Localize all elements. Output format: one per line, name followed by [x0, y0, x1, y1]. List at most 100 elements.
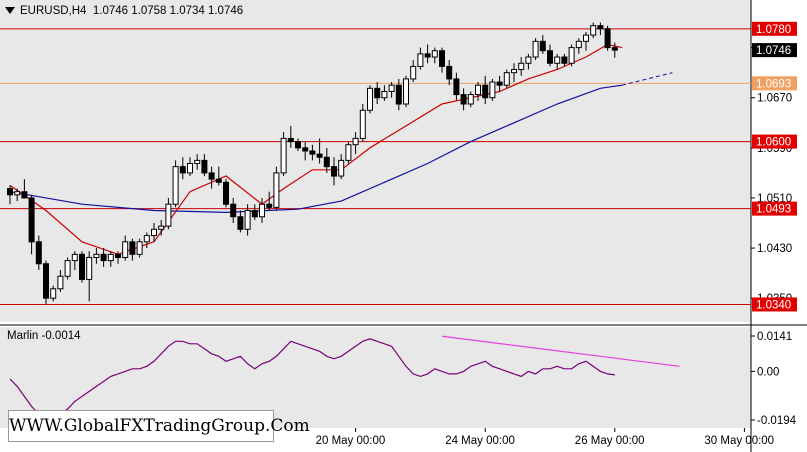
- candle-bull: [503, 72, 510, 86]
- level-lines: [0, 28, 751, 305]
- dropdown-triangle-icon[interactable]: [5, 7, 15, 15]
- candle-bull: [568, 47, 575, 64]
- candle-bull: [107, 253, 114, 262]
- candle-bull: [345, 144, 352, 161]
- level-label: 1.0780: [756, 24, 791, 36]
- candle-bull: [467, 94, 474, 105]
- candle-bull: [575, 40, 582, 49]
- osc-tick-label: -0.0194: [757, 415, 797, 427]
- candle-bear: [295, 141, 301, 149]
- candle-bull: [151, 228, 157, 237]
- candle-bear: [208, 172, 215, 180]
- divergence-line: [441, 335, 680, 367]
- candle-bull: [403, 78, 409, 105]
- candle-bear: [201, 159, 208, 174]
- price-tick-label: 1.0670: [757, 93, 792, 105]
- candle-bull: [359, 109, 366, 139]
- price-axis: 1.03501.04301.05101.05901.06701.07501.07…: [751, 21, 797, 312]
- candle-bear: [129, 241, 136, 255]
- slow-ma-projection: [621, 72, 673, 86]
- candle-bull: [194, 159, 201, 165]
- main-plot-bg: [0, 0, 751, 322]
- candle-bull: [93, 253, 100, 258]
- candle-bear: [597, 25, 604, 30]
- candle-bear: [266, 203, 273, 208]
- slow-ma-line: [9, 84, 623, 214]
- indicator-label: Marlin -0.0014: [7, 330, 81, 342]
- candle-bull: [280, 137, 287, 174]
- candle-bear: [561, 56, 568, 64]
- candle-bear: [43, 263, 49, 299]
- candle-bear: [28, 197, 35, 243]
- candle-bull: [352, 137, 359, 146]
- candle-bull: [122, 241, 129, 258]
- candle-bear: [453, 78, 460, 96]
- candle-bull: [525, 56, 532, 64]
- osc-tick-label: 0.00: [757, 366, 779, 378]
- candle-bear: [230, 203, 237, 218]
- candle-bull: [388, 84, 395, 92]
- time-tick-label: 24 May 00:00: [445, 435, 515, 447]
- time-tick-label: 20 May 00:00: [316, 435, 386, 447]
- candle-bull: [64, 260, 71, 277]
- level-label: 1.0693: [756, 78, 791, 90]
- candle-bull: [554, 56, 561, 64]
- candle-bear: [439, 50, 445, 67]
- candle-bear: [424, 53, 431, 58]
- candle-bear: [395, 84, 402, 105]
- candle-bull: [583, 34, 589, 42]
- level-label: 1.0340: [756, 299, 791, 311]
- time-axis: 20 May 00:00 24 May 00:00 26 May 00:00 30 M…: [316, 428, 774, 447]
- candle-bear: [374, 87, 381, 99]
- candle-bull: [273, 172, 280, 208]
- candle-bull: [172, 166, 179, 205]
- level-label-bg: [752, 76, 797, 91]
- level-label: 1.0493: [756, 204, 791, 216]
- watermark: WWW.GlobalFXTradingGroup.Com: [8, 410, 310, 442]
- candle-bull: [367, 87, 373, 111]
- candle-bull: [71, 253, 78, 262]
- candle-bull: [165, 203, 172, 227]
- time-tick-label: 30 May 00:00: [704, 435, 774, 447]
- oscillator-series: 0.0141 0.00 -0.0194: [9, 331, 797, 427]
- candle-bull: [475, 84, 481, 96]
- level-label-bg: [752, 201, 797, 216]
- level-label-bg: [752, 21, 797, 36]
- candle-bull: [511, 69, 517, 74]
- candle-bear: [115, 253, 121, 258]
- candle-bear: [323, 156, 330, 168]
- candle-bear: [547, 50, 553, 64]
- candle-bear: [539, 40, 546, 52]
- candle-bear: [316, 153, 323, 158]
- chart-header: EURUSD,H4 1.0746 1.0758 1.0734 1.0746: [5, 5, 243, 17]
- osc-tick-label: 0.0141: [757, 331, 792, 343]
- candle-bear: [302, 147, 309, 152]
- candle-bull: [86, 256, 93, 280]
- oscillator-line: [9, 338, 615, 420]
- level-label: 1.0600: [756, 137, 791, 149]
- candle-bull: [50, 288, 57, 299]
- candle-bull: [410, 65, 417, 80]
- level-label-bg: [752, 134, 797, 149]
- candle-bear: [309, 150, 316, 155]
- candle-bull: [518, 62, 525, 71]
- candle-bull: [338, 159, 345, 177]
- candle-bear: [35, 241, 42, 265]
- candle-bear: [21, 191, 28, 199]
- candle-bear: [79, 253, 85, 280]
- symbol-timeframe: EURUSD,H4: [20, 5, 87, 17]
- time-tick-label: 26 May 00:00: [575, 435, 645, 447]
- candle-bull: [143, 235, 150, 243]
- candle-bear: [496, 81, 503, 86]
- price-tick-label: 1.0430: [757, 243, 792, 255]
- candle-bear: [237, 216, 244, 230]
- candle-bull: [136, 241, 143, 255]
- candle-bear: [611, 47, 618, 51]
- candle-bull: [381, 90, 388, 99]
- candles: [7, 22, 618, 305]
- candle-bear: [460, 94, 467, 105]
- candle-bear: [7, 188, 13, 196]
- candle-bull: [431, 50, 438, 58]
- candle-bull: [158, 225, 165, 230]
